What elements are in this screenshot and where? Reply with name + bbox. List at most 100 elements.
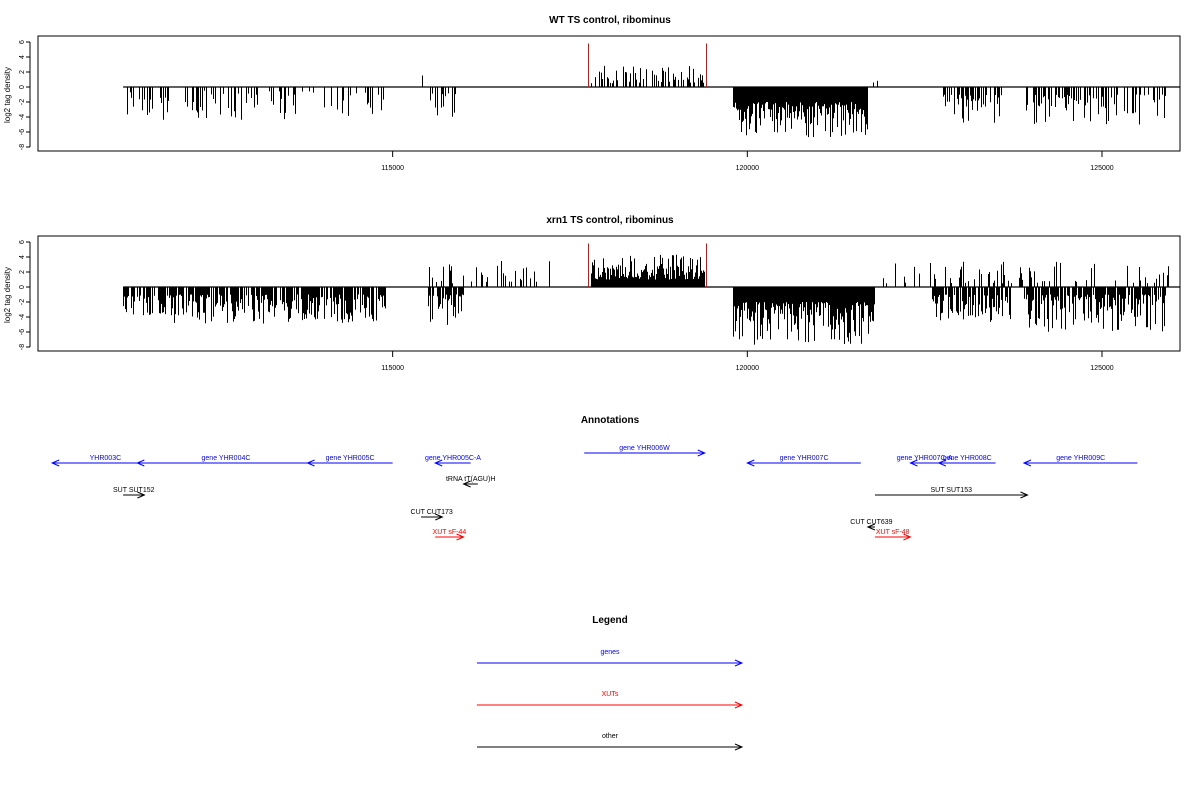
feature-arrow-arrowhead <box>746 459 755 467</box>
y-tick-label: -8 <box>19 344 26 350</box>
feature-arrow-arrowhead <box>903 533 912 541</box>
feature-label: YHR003C <box>90 455 122 462</box>
feature-arrow-arrowhead <box>433 459 443 467</box>
legend-label: other <box>602 733 619 740</box>
features: YHR003C gene YHR004C gene YHR005C gene YHR0… <box>50 445 1138 541</box>
feature-label: gene YHR004C <box>202 455 251 462</box>
feature-cut-cut639: CUT CUT639 <box>850 519 893 531</box>
y-axis: 6 4 2 0 -2 -4 -6 -8 <box>19 40 31 150</box>
feature-xut-sf-44: XUT sF-44 <box>433 529 467 541</box>
feature-gene-yhr004c: gene YHR004C <box>136 455 315 467</box>
feature-arrow-arrowhead <box>50 459 60 467</box>
feature-cut-cut173: CUT CUT173 <box>411 509 453 521</box>
legend-arrow-arrowhead <box>734 743 744 751</box>
legend-item-other: other <box>477 733 744 751</box>
x-tick-label: 120000 <box>736 365 759 372</box>
feature-label: tRNA tT(AGU)H <box>446 476 495 483</box>
y-tick-label: 2 <box>19 70 26 74</box>
feature-label: gene YHR005C-A <box>425 455 481 462</box>
legend-item-gene: genes <box>477 649 744 667</box>
y-tick-label: 6 <box>19 40 26 44</box>
feature-gene-yhr006w: gene YHR006W <box>584 445 707 457</box>
feature-label: gene YHR007C-A <box>897 455 953 462</box>
panel-title: xrn1 TS control, ribominus <box>546 215 674 226</box>
y-tick-label: -6 <box>19 329 26 335</box>
y-axis-label: log2 tag density <box>3 267 12 323</box>
x-tick-label: 115000 <box>381 365 404 372</box>
y-tick-label: -4 <box>19 114 26 120</box>
x-tick-label: 125000 <box>1090 365 1113 372</box>
plot-frame <box>37 35 1181 152</box>
plot-frame <box>37 235 1181 352</box>
density-bars <box>123 243 1180 345</box>
feature-xut-sf-48: XUT sF-48 <box>874 529 912 541</box>
feature-arrow-arrowhead <box>937 459 947 467</box>
y-tick-label: 2 <box>19 270 26 274</box>
feature-label: XUT sF-44 <box>433 529 467 536</box>
feature-arrow-arrowhead <box>697 449 707 457</box>
feature-arrow-arrowhead <box>1020 491 1029 499</box>
feature-label: XUT sF-48 <box>876 529 910 536</box>
legend-arrow-arrowhead <box>734 659 744 667</box>
feature-sut-sut152: SUT SUT152 <box>113 487 155 499</box>
y-tick-label: 0 <box>19 85 26 89</box>
legend-arrow-arrowhead <box>734 701 744 709</box>
feature-trna-tt-agu-h: tRNA tT(AGU)H <box>446 476 495 488</box>
x-tick-label: 115000 <box>381 165 404 172</box>
y-axis-label: log2 tag density <box>3 67 12 123</box>
feature-label: gene YHR005C <box>326 455 375 462</box>
legend: Legend genes XUTs other <box>477 615 744 751</box>
feature-label: gene YHR006W <box>619 445 670 452</box>
legend-items: genes XUTs other <box>477 649 744 751</box>
y-tick-label: -2 <box>19 299 26 305</box>
feature-gene-yhr008c: gene YHR008C <box>937 455 996 467</box>
feature-gene-yhr005c-a: gene YHR005C-A <box>425 455 481 467</box>
y-tick-label: -6 <box>19 129 26 135</box>
y-tick-label: -2 <box>19 99 26 105</box>
feature-arrow-arrowhead <box>456 533 465 541</box>
feature-label: SUT SUT152 <box>113 487 155 494</box>
feature-arrow-arrowhead <box>435 513 444 521</box>
y-tick-label: -4 <box>19 314 26 320</box>
wt-density-panel: WT TS control, ribominus log2 tag densit… <box>3 15 1181 172</box>
feature-arrow-arrowhead <box>909 459 918 467</box>
y-tick-label: -8 <box>19 144 26 150</box>
feature-sut-sut153: SUT SUT153 <box>874 487 1029 499</box>
x-axis: 115000 120000 125000 <box>381 351 1114 372</box>
feature-arrow-arrowhead <box>137 491 146 499</box>
feature-label: gene YHR008C <box>943 455 992 462</box>
annotations-track: Annotations YHR003C gene YHR004C gene YHR0… <box>50 415 1138 541</box>
y-tick-label: 0 <box>19 285 26 289</box>
feature-arrow-arrowhead <box>306 459 315 467</box>
feature-arrow-arrowhead <box>136 459 145 467</box>
feature-label: gene YHR009C <box>1056 455 1105 462</box>
y-tick-label: 4 <box>19 55 26 59</box>
xrn1-density-panel: xrn1 TS control, ribominus log2 tag dens… <box>3 215 1181 372</box>
feature-label: SUT SUT153 <box>930 487 972 494</box>
legend-item-xut: XUTs <box>477 691 744 709</box>
feature-arrow-arrowhead <box>866 523 876 531</box>
feature-gene-yhr007c: gene YHR007C <box>746 455 861 467</box>
density-bars <box>123 43 1180 138</box>
feature-arrow-arrowhead <box>1022 459 1032 467</box>
feature-arrow-arrowhead <box>462 480 471 488</box>
legend-label: XUTs <box>602 691 619 698</box>
y-tick-label: 4 <box>19 255 26 259</box>
feature-label: CUT CUT173 <box>411 509 453 516</box>
feature-gene-yhr009c: gene YHR009C <box>1022 455 1138 467</box>
y-tick-label: 6 <box>19 240 26 244</box>
annotations-title: Annotations <box>581 415 640 426</box>
x-tick-label: 125000 <box>1090 165 1113 172</box>
x-tick-label: 120000 <box>736 165 759 172</box>
feature-gene-yhr007c-a: gene YHR007C-A <box>897 455 953 467</box>
y-axis: 6 4 2 0 -2 -4 -6 -8 <box>19 240 31 350</box>
feature-label: gene YHR007C <box>780 455 829 462</box>
legend-title: Legend <box>592 615 628 626</box>
feature-gene-yhr005c: gene YHR005C <box>306 455 393 467</box>
legend-label: genes <box>600 649 620 656</box>
x-axis: 115000 120000 125000 <box>381 151 1114 172</box>
feature-label: CUT CUT639 <box>850 519 892 526</box>
panel-title: WT TS control, ribominus <box>549 15 671 26</box>
